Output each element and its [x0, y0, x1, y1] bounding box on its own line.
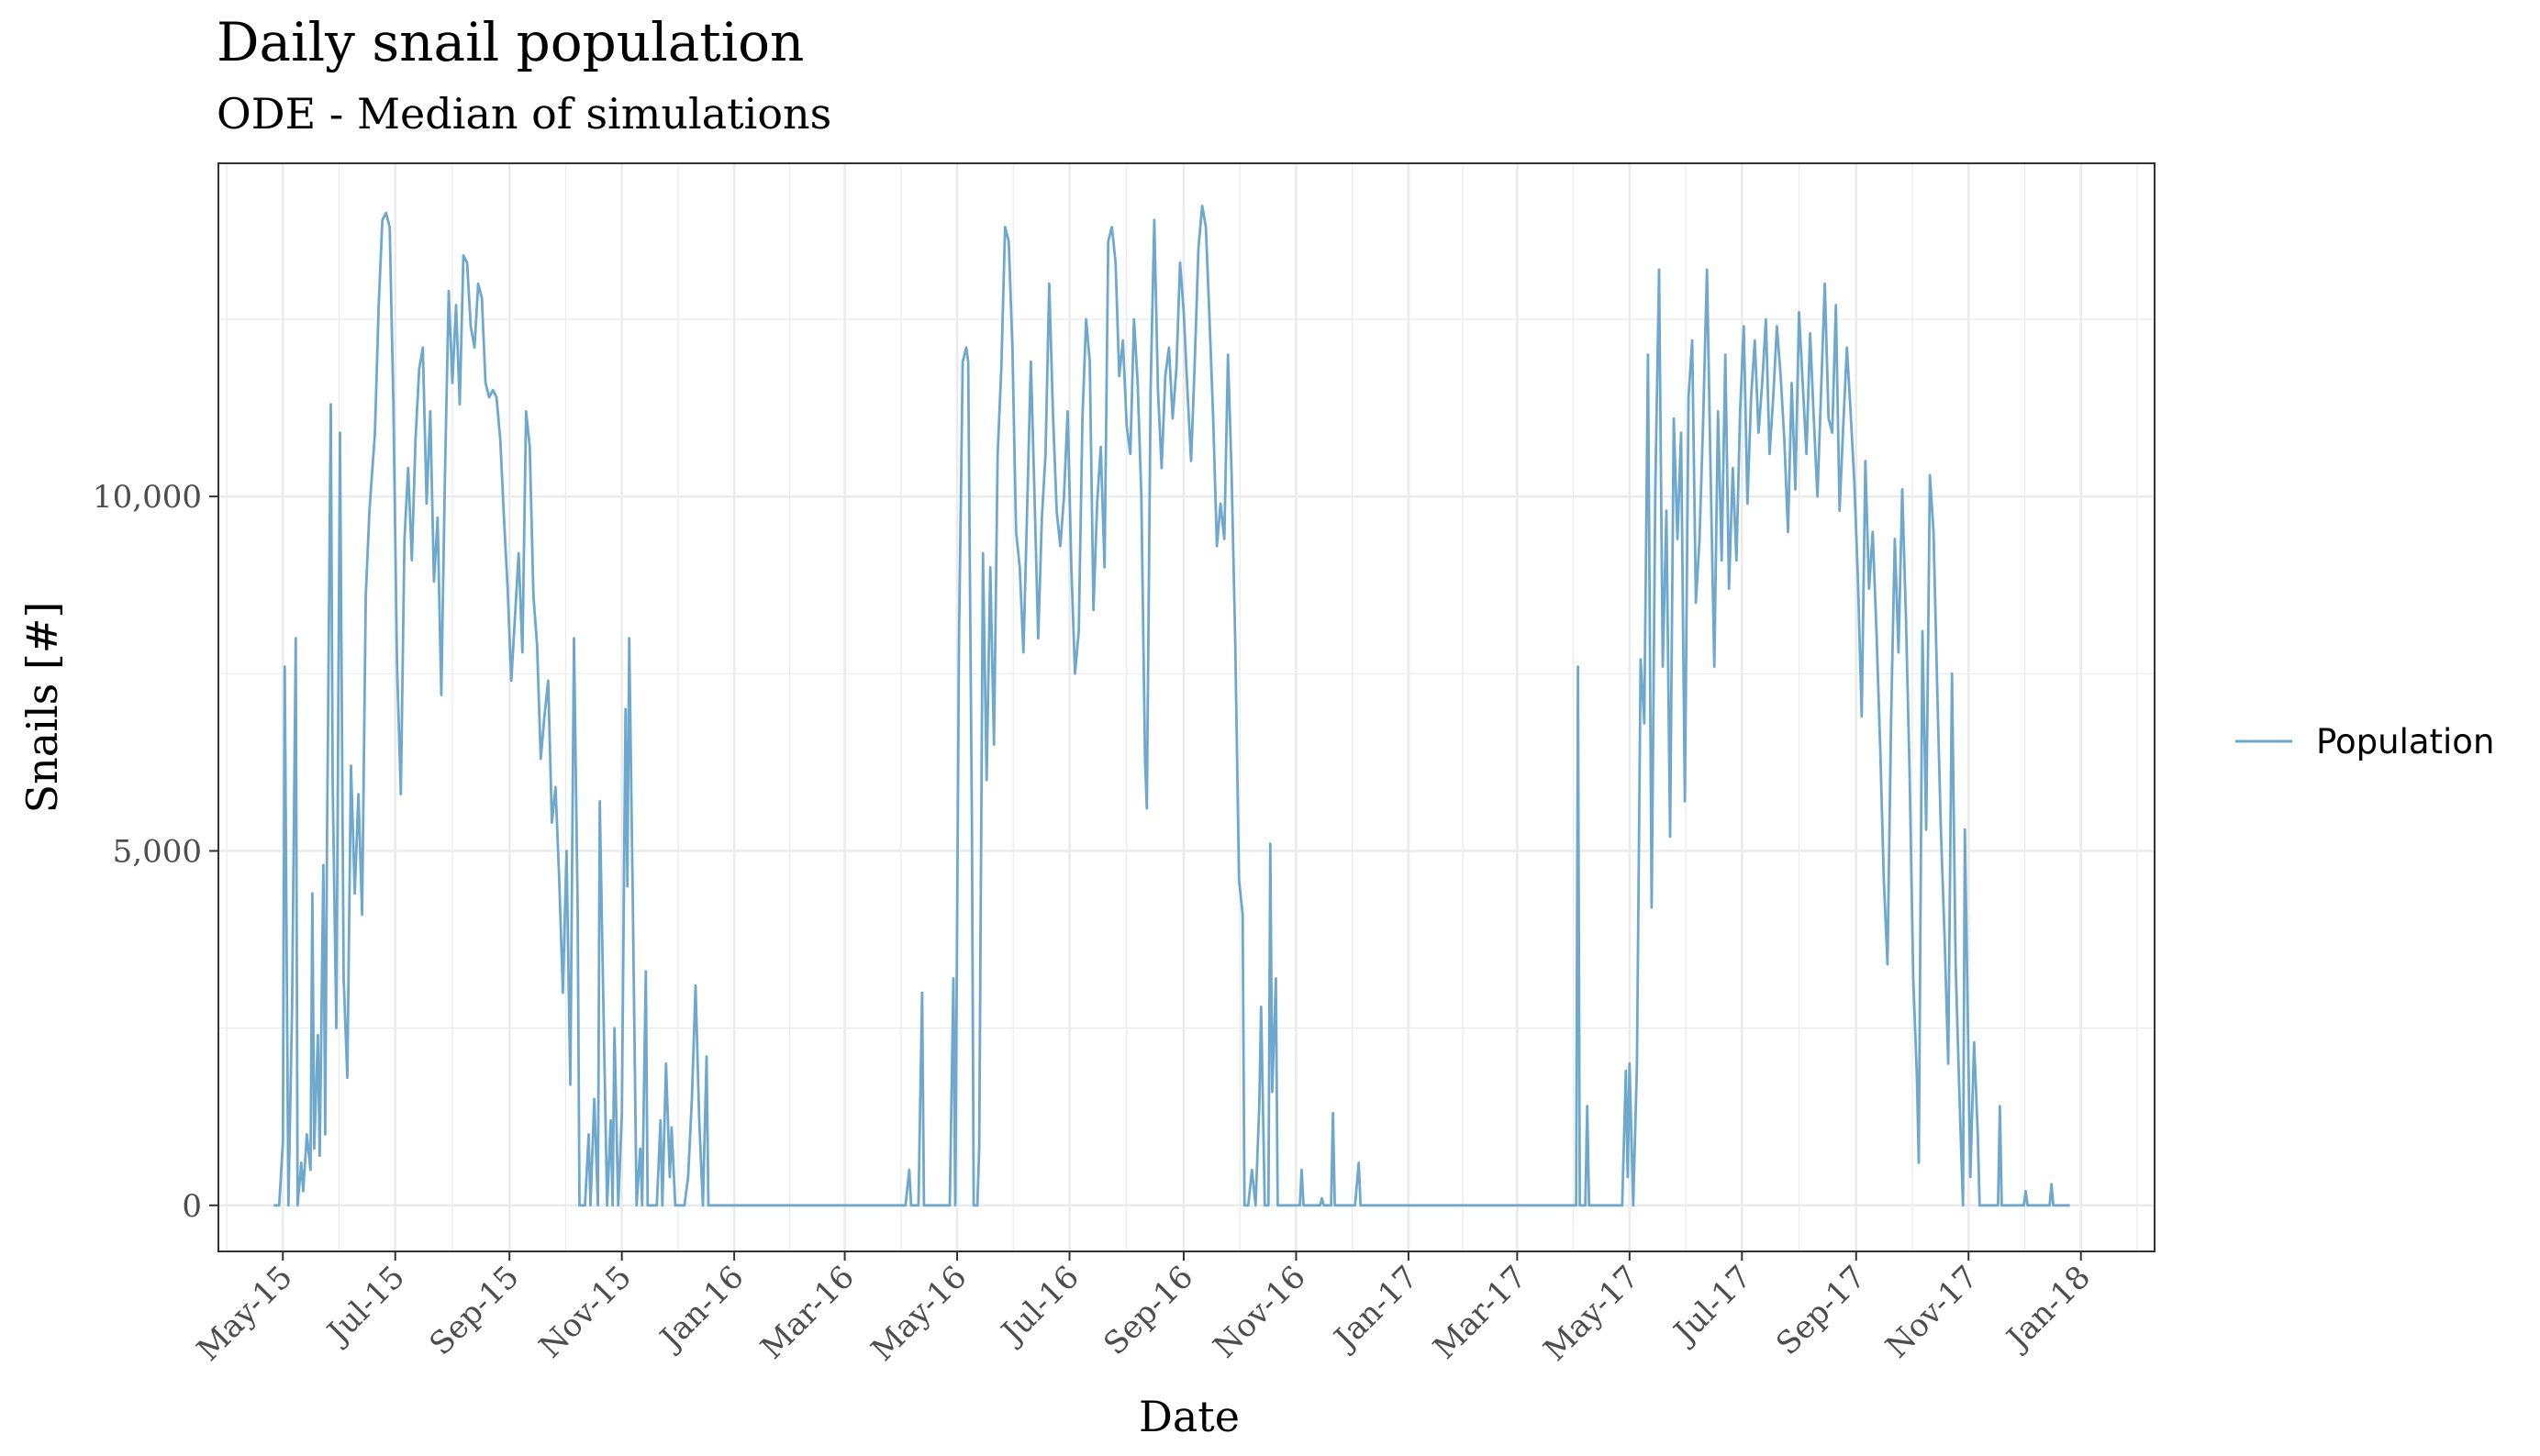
x-tick-label: Nov-15: [532, 1259, 639, 1365]
x-tick-label: May-16: [864, 1259, 975, 1369]
x-tick-label: Sep-15: [422, 1259, 526, 1362]
x-tick-label: Sep-17: [1769, 1259, 1873, 1362]
y-axis-title: Snails [#]: [17, 602, 67, 814]
legend: Population: [2235, 722, 2494, 761]
x-tick-label: May-17: [1537, 1259, 1647, 1369]
x-tick-label: Mar-16: [754, 1259, 862, 1366]
x-tick-label: Jan-16: [652, 1259, 752, 1359]
x-tick-label: Jul-16: [993, 1259, 1086, 1352]
y-tick-label: 5,000: [113, 833, 202, 870]
y-axis: 0 5,000 10,000: [93, 479, 218, 1225]
y-tick-label: 0: [182, 1188, 202, 1225]
x-tick-label: Jan-17: [1326, 1259, 1426, 1359]
x-axis-title: Date: [1139, 1392, 1240, 1441]
x-tick-label: Mar-17: [1426, 1259, 1533, 1366]
grid-major: [218, 163, 2155, 1251]
y-tick-label: 10,000: [93, 479, 202, 516]
chart-title: Daily snail population: [217, 11, 804, 73]
x-tick-label: Jan-18: [1998, 1259, 2098, 1359]
x-tick-label: Nov-16: [1207, 1259, 1313, 1365]
x-tick-label: Jul-15: [318, 1259, 412, 1352]
series-layer: [273, 205, 2070, 1207]
legend-label-population: Population: [2316, 722, 2494, 761]
series-line-population: [273, 205, 2070, 1207]
x-tick-label: May-15: [190, 1259, 300, 1369]
panel-border: [217, 162, 2156, 1252]
chart-subtitle: ODE - Median of simulations: [217, 89, 831, 139]
x-tick-label: Jul-17: [1665, 1259, 1759, 1352]
x-tick-label: Sep-16: [1097, 1259, 1200, 1362]
x-axis: May-15 Jul-15 Sep-15 Nov-15 Jan-16 Mar-16 May-…: [190, 1251, 2098, 1369]
x-tick-label: Nov-17: [1878, 1259, 1985, 1365]
